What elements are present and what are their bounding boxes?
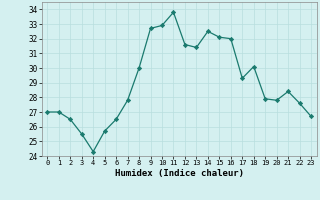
X-axis label: Humidex (Indice chaleur): Humidex (Indice chaleur) [115, 169, 244, 178]
